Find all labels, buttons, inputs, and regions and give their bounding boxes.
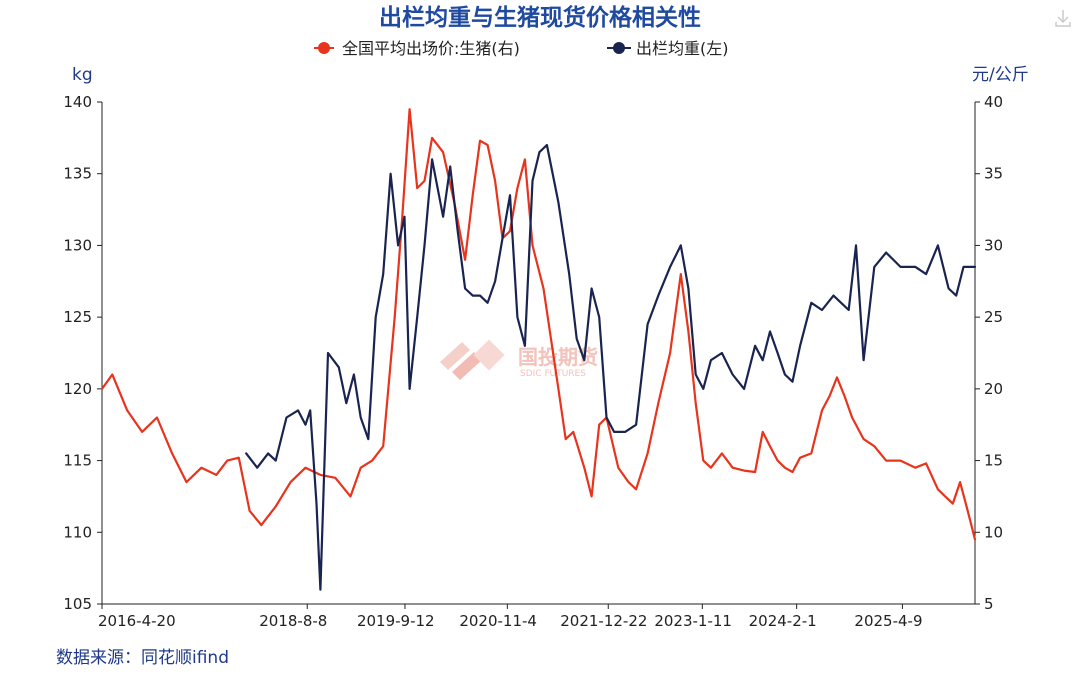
legend-label-weight: 出栏均重(左) [636,39,729,58]
left-tick-label: 135 [63,165,92,183]
x-tick-label: 2023-1-11 [654,612,732,630]
right-tick-label: 5 [984,595,994,613]
x-tick-label: 2018-8-8 [259,612,327,630]
right-tick-label: 35 [984,165,1003,183]
left-tick-label: 105 [63,595,92,613]
legend-label-price: 全国平均出场价:生猪(右) [342,39,520,58]
left-tick-label: 125 [63,308,92,326]
right-tick-label: 10 [984,523,1003,541]
x-tick-label: 2025-4-9 [854,612,922,630]
left-axis-unit: kg [72,65,93,85]
legend-marker-price [318,42,330,54]
x-tick-label: 2020-11-4 [459,612,537,630]
series-line-weight [245,143,977,591]
right-tick-label: 40 [984,93,1003,111]
left-tick-label: 120 [63,380,92,398]
chart-title: 出栏均重与生猪现货价格相关性 [379,4,701,31]
left-tick-label: 130 [63,236,92,254]
legend: 全国平均出场价:生猪(右) 出栏均重(左) [314,39,729,58]
watermark-subtext: SDIC FUTURES [520,369,586,379]
x-tick-label: 2016-4-20 [98,612,176,630]
download-icon[interactable] [1055,10,1071,27]
source-note: 数据来源：同花顺ifind [56,648,229,668]
right-tick-label: 20 [984,380,1003,398]
left-tick-label: 115 [63,452,92,470]
right-tick-label: 15 [984,452,1003,470]
watermark-logo-icon [440,339,505,380]
right-axis-unit: 元/公斤 [972,65,1029,85]
series-line-price [100,108,977,541]
axes: 1401351301251201151101054035302520151052… [63,93,1003,630]
left-tick-label: 140 [63,93,92,111]
series-layer [100,108,977,591]
x-tick-label: 2024-2-1 [749,612,817,630]
left-tick-label: 110 [63,523,92,541]
right-tick-label: 25 [984,308,1003,326]
right-tick-label: 30 [984,236,1003,254]
legend-marker-weight [613,42,625,54]
watermark: 国投期货 SDIC FUTURES [440,339,598,380]
x-tick-label: 2019-9-12 [357,612,435,630]
x-tick-label: 2021-12-22 [560,612,647,630]
